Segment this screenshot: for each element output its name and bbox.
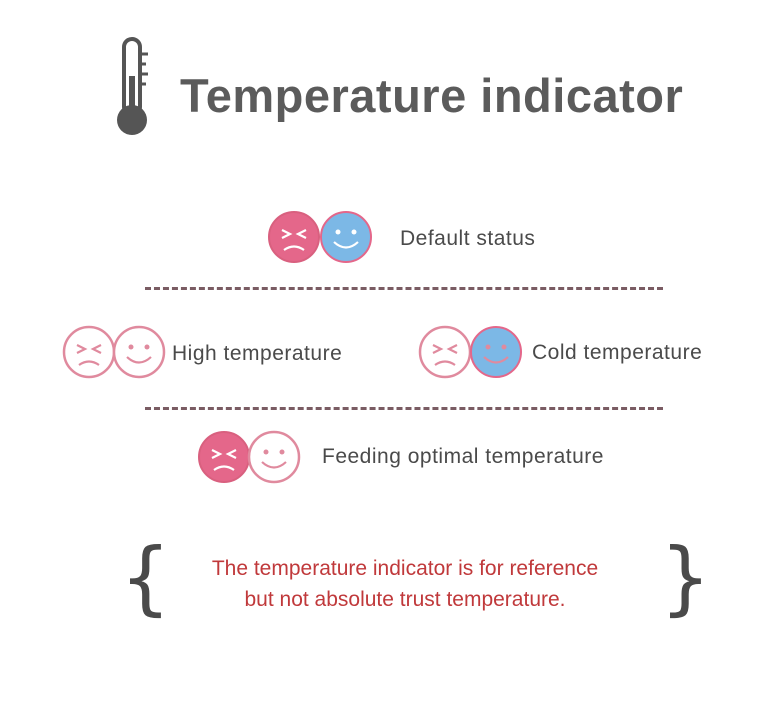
smile-face-icon (320, 211, 372, 263)
smile-face-icon (112, 325, 166, 379)
sad-face-icon (268, 211, 320, 263)
state-label-high: High temperature (172, 342, 343, 365)
smile-face-icon (247, 430, 301, 484)
state-label-cold: Cold temperature (532, 341, 703, 364)
state-label-default: Default status (400, 227, 536, 250)
left-brace-icon: { (120, 531, 171, 624)
disclaimer-line-2: but not absolute trust temperature. (244, 588, 566, 611)
disclaimer-note: The temperature indicator is for referen… (170, 553, 640, 615)
state-label-optimal: Feeding optimal temperature (322, 445, 604, 468)
sad-face-icon (62, 325, 116, 379)
divider (145, 407, 663, 410)
sad-face-icon (418, 325, 472, 379)
thermometer-icon (117, 37, 148, 135)
disclaimer-line-1: The temperature indicator is for referen… (211, 557, 599, 580)
right-brace-icon: } (660, 531, 711, 624)
sad-face-icon (198, 431, 250, 483)
divider (145, 287, 663, 290)
page-title: Temperature indicator (180, 69, 684, 122)
smile-face-icon (470, 326, 522, 378)
